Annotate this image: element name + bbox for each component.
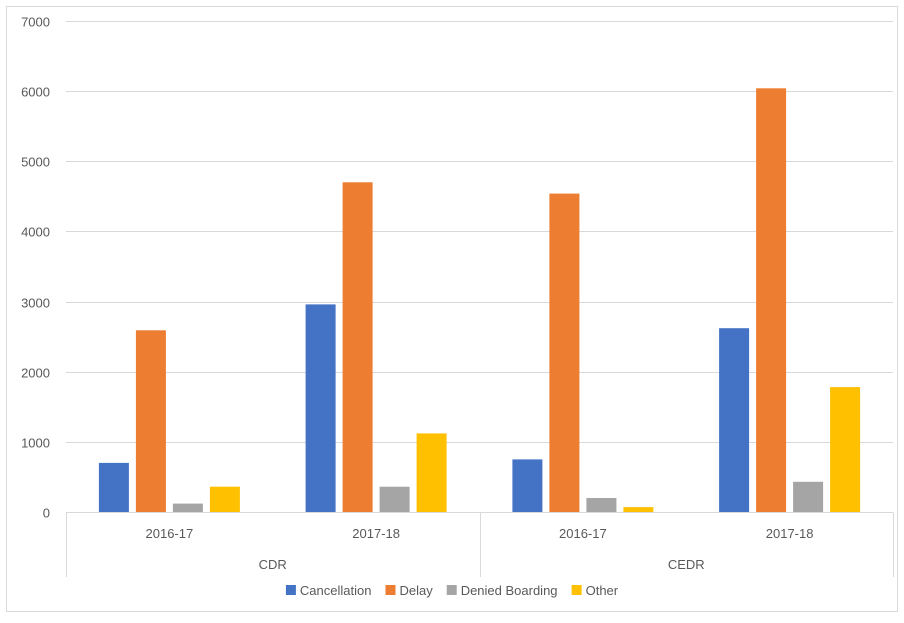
x-tick-label: 2016-17 — [146, 526, 194, 541]
bar-cancellation — [98, 462, 129, 512]
legend: Cancellation Delay Denied Boarding Other — [285, 583, 619, 598]
legend-swatch — [285, 585, 296, 595]
bar-cancellation — [719, 328, 750, 512]
bar-denied-boarding — [586, 498, 617, 512]
legend-swatch — [571, 585, 582, 595]
legend-item: Other — [571, 583, 619, 598]
bar-denied-boarding — [793, 481, 824, 512]
legend-item: Delay — [385, 583, 434, 598]
bar-cancellation — [512, 459, 543, 512]
y-tick-label: 7000 — [21, 15, 50, 30]
bar-other — [416, 433, 447, 512]
x-tick-label: 2017-18 — [352, 526, 400, 541]
y-tick-label: 2000 — [21, 366, 50, 381]
y-tick-label: 5000 — [21, 155, 50, 170]
bar-other — [830, 387, 861, 512]
legend-label: Other — [586, 583, 619, 598]
y-tick-label: 1000 — [21, 436, 50, 451]
gridlines — [66, 21, 893, 443]
bar-denied-boarding — [172, 503, 203, 512]
y-tick-label: 0 — [43, 506, 50, 521]
bar-delay — [756, 88, 787, 513]
group-label: CEDR — [668, 557, 705, 572]
y-axis-tick-labels: 0 1000 2000 3000 4000 5000 6000 7000 — [21, 15, 50, 521]
x-tick-label: 2016-17 — [559, 526, 607, 541]
bar-other — [209, 486, 240, 512]
bar-cancellation — [305, 304, 336, 512]
legend-swatch — [385, 585, 396, 595]
x-tick-label: 2017-18 — [766, 526, 814, 541]
legend-item: Denied Boarding — [446, 583, 558, 598]
bar-delay — [135, 330, 166, 512]
bar-other — [623, 507, 654, 512]
y-tick-label: 3000 — [21, 296, 50, 311]
bar-delay — [549, 193, 580, 512]
group-label: CDR — [259, 557, 287, 572]
x-axis: 2016-17 2017-18 CDR 2016-17 2017-18 CEDR — [66, 512, 894, 577]
legend-label: Cancellation — [300, 583, 372, 598]
legend-label: Delay — [400, 583, 434, 598]
legend-label: Denied Boarding — [461, 583, 558, 598]
y-tick-label: 6000 — [21, 85, 50, 100]
legend-swatch — [446, 585, 457, 595]
bar-delay — [342, 182, 373, 513]
y-tick-label: 4000 — [21, 225, 50, 240]
bar-denied-boarding — [379, 486, 410, 512]
bars — [98, 88, 861, 513]
legend-item: Cancellation — [285, 583, 372, 598]
